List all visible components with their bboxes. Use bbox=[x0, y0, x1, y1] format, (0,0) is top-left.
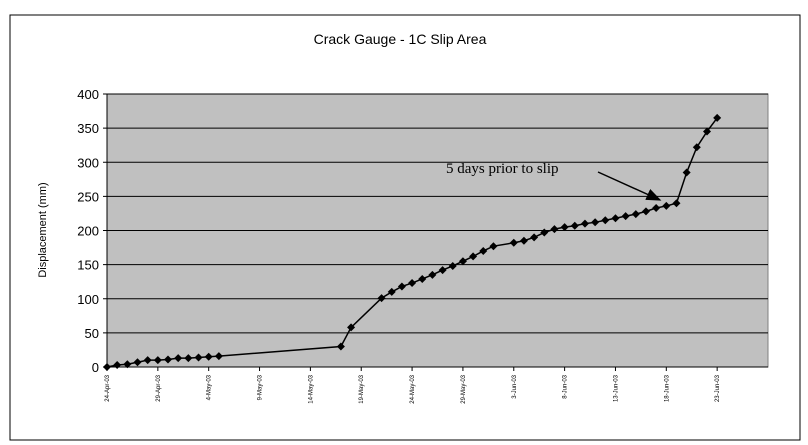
data-point bbox=[428, 270, 437, 279]
data-point bbox=[214, 352, 223, 361]
data-point bbox=[469, 252, 478, 261]
data-point bbox=[611, 214, 620, 223]
data-point bbox=[418, 274, 427, 283]
data-point bbox=[347, 323, 356, 332]
data-point bbox=[601, 216, 610, 225]
data-point bbox=[550, 225, 559, 234]
x-tick-label: 8-Jun-03 bbox=[563, 374, 569, 398]
data-point bbox=[530, 233, 539, 242]
y-tick-label: 0 bbox=[92, 360, 99, 375]
data-point bbox=[509, 238, 518, 247]
y-tick-label: 200 bbox=[77, 224, 99, 239]
x-tick-label: 14-May-03 bbox=[308, 374, 314, 403]
x-tick-label: 4-May-03 bbox=[207, 374, 213, 400]
data-point bbox=[103, 363, 111, 371]
y-tick-label: 100 bbox=[77, 292, 99, 307]
data-point bbox=[133, 358, 142, 367]
data-point bbox=[377, 294, 386, 303]
x-tick-label: 29-May-03 bbox=[461, 374, 467, 403]
x-tick-label: 18-Jun-03 bbox=[664, 374, 670, 402]
x-tick-label: 29-Apr-03 bbox=[156, 374, 162, 401]
chart-title: Crack Gauge - 1C Slip Area bbox=[314, 31, 487, 47]
data-point bbox=[387, 287, 396, 296]
data-point bbox=[540, 228, 549, 237]
x-tick-label: 23-Jun-03 bbox=[715, 374, 721, 402]
data-point bbox=[713, 113, 722, 122]
x-tick-label: 19-May-03 bbox=[359, 374, 365, 403]
x-tick-label: 3-Jun-03 bbox=[512, 374, 518, 398]
data-point bbox=[123, 360, 132, 369]
data-point bbox=[143, 356, 152, 365]
data-point bbox=[408, 279, 417, 288]
data-point bbox=[682, 168, 691, 177]
y-tick-label: 250 bbox=[77, 189, 99, 204]
data-point bbox=[519, 236, 528, 245]
y-tick-label: 350 bbox=[77, 121, 99, 136]
annotation-arrow bbox=[597, 171, 662, 201]
data-point bbox=[336, 342, 345, 351]
data-point bbox=[570, 221, 579, 230]
data-point bbox=[692, 143, 701, 152]
data-point bbox=[672, 199, 681, 208]
data-point bbox=[591, 218, 600, 227]
data-point bbox=[580, 219, 589, 228]
y-tick-label: 400 bbox=[77, 87, 99, 102]
x-tick-label: 24-May-03 bbox=[410, 374, 416, 403]
data-point bbox=[621, 212, 630, 221]
data-point bbox=[702, 127, 711, 136]
data-point bbox=[438, 266, 447, 275]
y-tick-label: 150 bbox=[77, 258, 99, 273]
x-tick-label: 24-Apr-03 bbox=[105, 374, 111, 401]
x-tick-label: 13-Jun-03 bbox=[613, 374, 619, 402]
data-point bbox=[631, 210, 640, 219]
data-point bbox=[458, 257, 467, 266]
data-point bbox=[448, 261, 457, 270]
data-point bbox=[560, 223, 569, 232]
data-point bbox=[204, 352, 213, 361]
y-tick-label: 300 bbox=[77, 155, 99, 170]
data-point bbox=[174, 354, 183, 363]
plot-area: 0 50 100 150 200 250 300 350 400 24-Apr-03 29-Apr-… bbox=[77, 87, 769, 404]
y-tick-label: 50 bbox=[85, 326, 99, 341]
data-point bbox=[194, 353, 203, 362]
y-axis-label: Displacement (mm) bbox=[37, 182, 49, 277]
data-point bbox=[164, 355, 173, 364]
data-point bbox=[641, 207, 650, 216]
data-point bbox=[652, 203, 661, 212]
data-point bbox=[662, 201, 671, 210]
data-point bbox=[397, 282, 406, 291]
data-point bbox=[184, 354, 193, 363]
annotation: 5 days prior to slip bbox=[446, 161, 559, 177]
data-point bbox=[479, 246, 488, 255]
data-point bbox=[113, 360, 122, 369]
x-tick-label: 9-May-03 bbox=[258, 374, 264, 400]
data-point bbox=[489, 242, 498, 251]
data-point bbox=[153, 356, 162, 365]
